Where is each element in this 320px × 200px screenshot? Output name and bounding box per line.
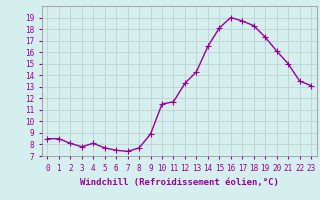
X-axis label: Windchill (Refroidissement éolien,°C): Windchill (Refroidissement éolien,°C)	[80, 178, 279, 187]
